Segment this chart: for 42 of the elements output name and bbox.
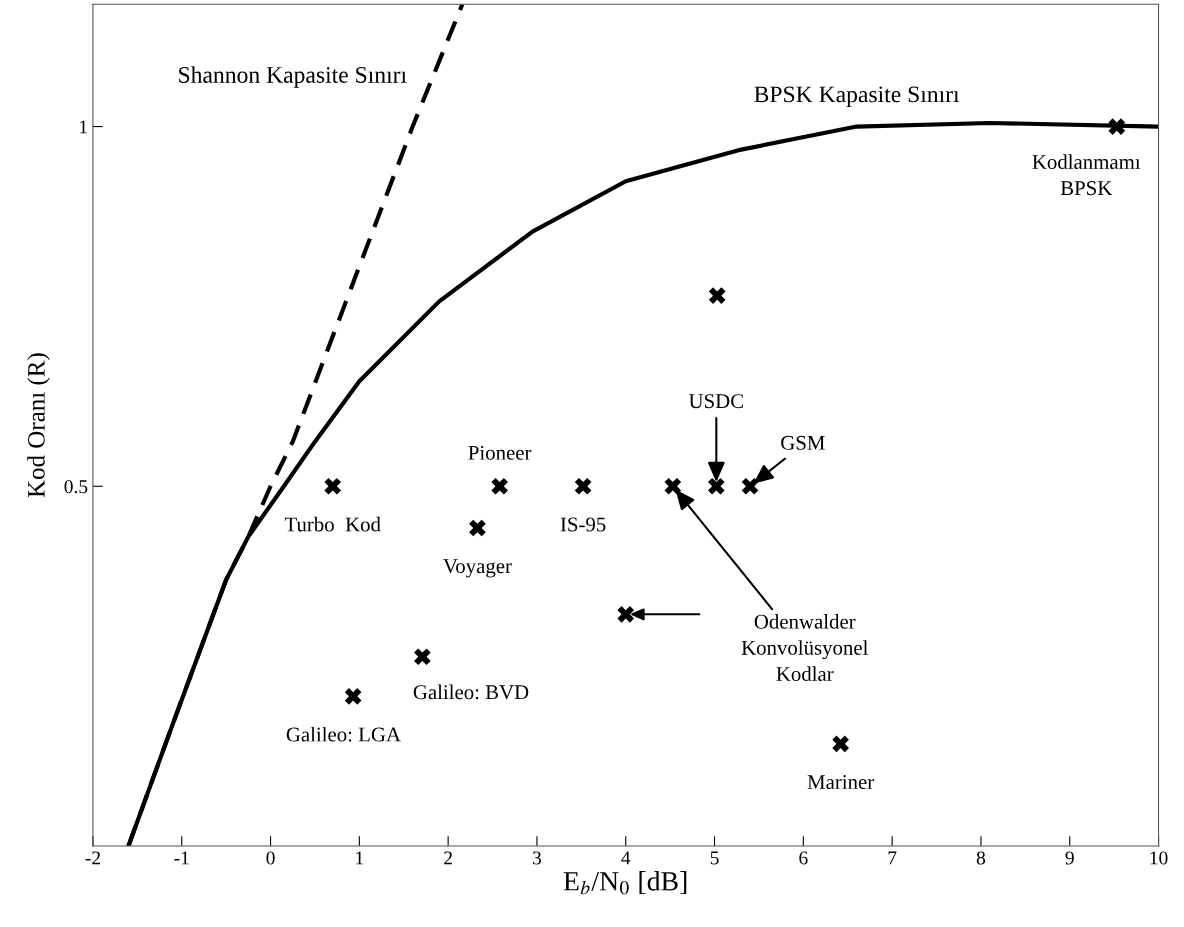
- annotation: Galileo: LGA: [286, 726, 401, 742]
- x-tick-label: 8: [976, 851, 986, 865]
- series-label: Shannon Kapasite Sınırı: [179, 66, 407, 88]
- point: [664, 477, 682, 495]
- x-tick-label: 6: [799, 851, 808, 865]
- x-tick-label: 1: [356, 851, 364, 865]
- point: [324, 477, 342, 495]
- point: [617, 605, 635, 623]
- point: [741, 477, 759, 495]
- point: [1108, 118, 1126, 135]
- point: [832, 735, 849, 753]
- annotation: Turbo Kod: [284, 516, 381, 532]
- point: [708, 287, 726, 304]
- point: [414, 648, 431, 666]
- annotation: IS-95: [560, 517, 606, 532]
- x-tick-label: 3: [533, 851, 542, 865]
- annotation: Kodlanmamı BPSK: [1032, 154, 1141, 196]
- x-tick-label: 5: [710, 851, 719, 865]
- x-tick-label: 0: [266, 851, 275, 865]
- point: [574, 477, 592, 495]
- point: [469, 519, 486, 537]
- x-tick-label: -1: [174, 851, 189, 865]
- x-axis-title: E$_{b}$/N$_{0}$ [dB]: [563, 871, 687, 895]
- annotation: Mariner: [807, 775, 875, 790]
- point: [491, 477, 508, 495]
- x-tick-label: 9: [1065, 851, 1074, 865]
- point: [707, 477, 725, 495]
- annotation: USDC: [688, 394, 743, 409]
- x-tick-label: -2: [85, 851, 100, 865]
- x-tick-label: 4: [621, 851, 631, 865]
- y-tick-label: 0.5: [64, 480, 88, 494]
- annotation: GSM: [781, 435, 825, 450]
- y-axis-title: Kod Oranı (R): [27, 353, 50, 498]
- x-tick-label: 10: [1150, 851, 1168, 865]
- series-label: BPSK Kapasite Sınırı: [754, 86, 960, 108]
- x-tick-label: 7: [888, 851, 897, 865]
- annotation: Galileo: BVD: [413, 684, 529, 700]
- annotation: Voyager: [443, 559, 512, 578]
- annotation: Pioneer: [468, 445, 532, 460]
- annotation: Odenwalder Konvolüsyonel Kodlar: [741, 614, 868, 682]
- x-tick-label: 2: [444, 851, 452, 865]
- point: [344, 688, 362, 705]
